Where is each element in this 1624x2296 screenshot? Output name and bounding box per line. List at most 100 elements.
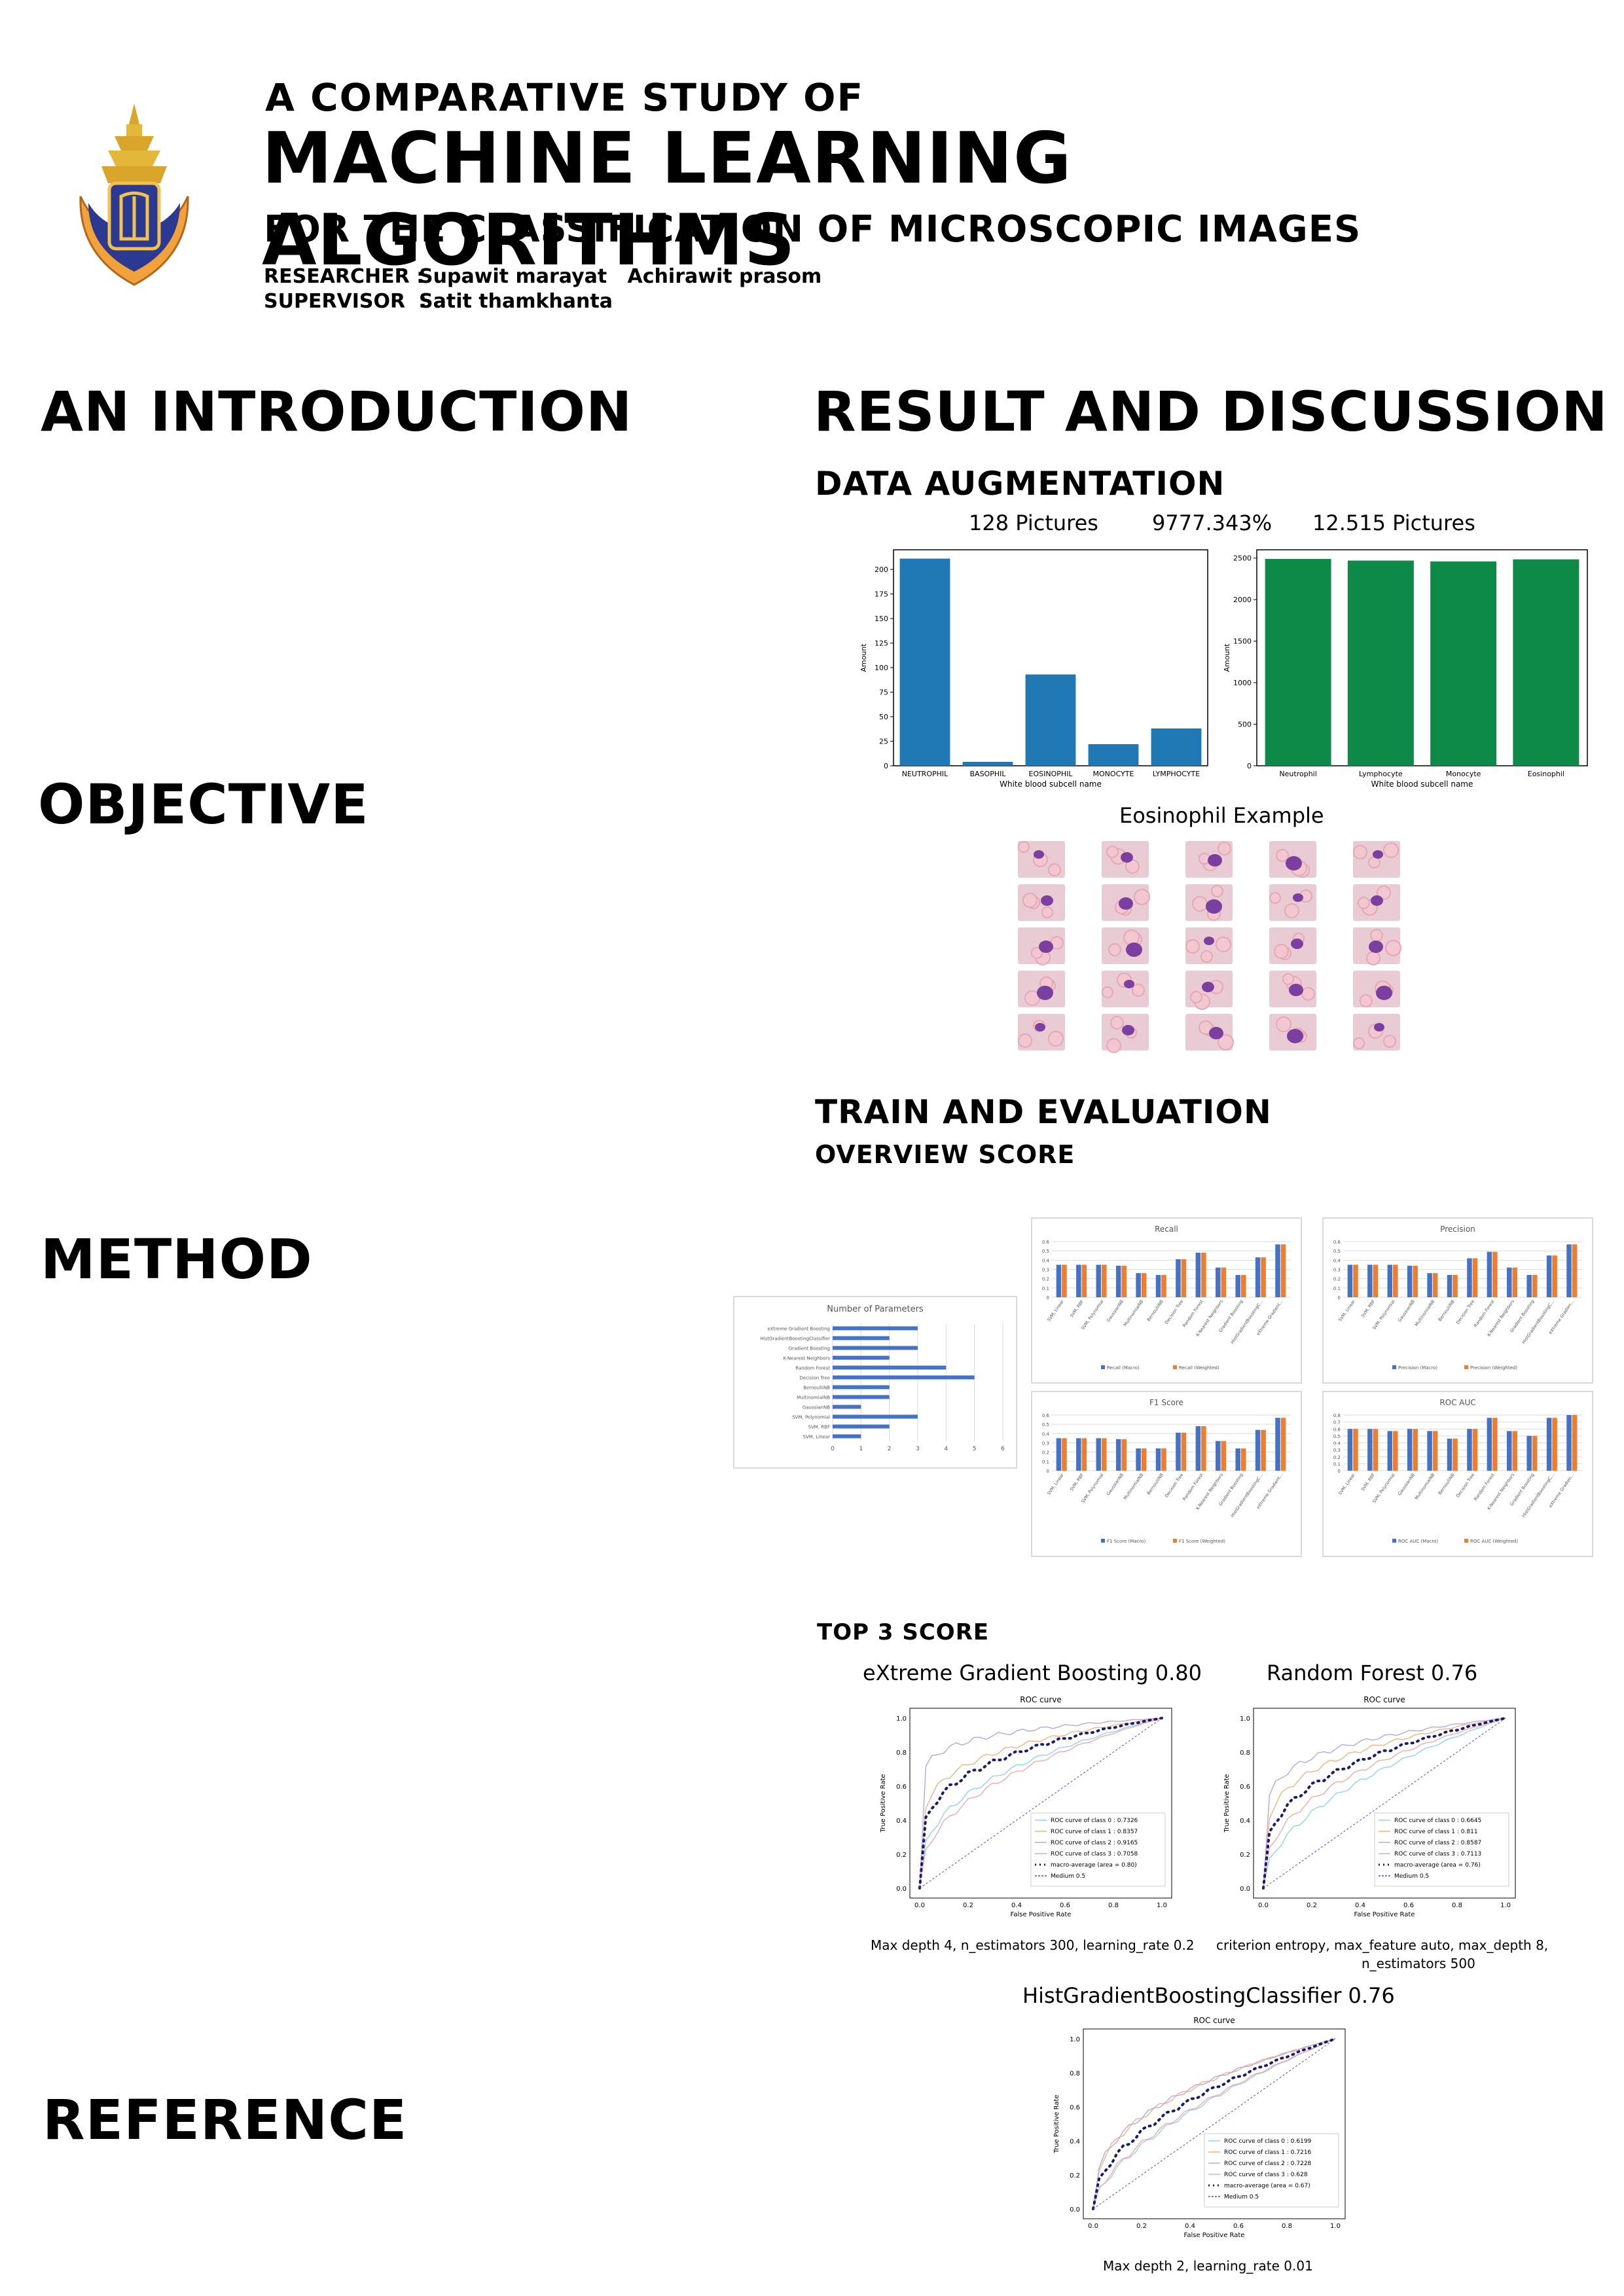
y-tick-label: 0.6 bbox=[896, 1784, 907, 1791]
f1-chart-box: F1 Score 0 0.1 0.2 0.3 0.4 0.5 0.6 SVM, Linear SV… bbox=[1031, 1391, 1302, 1557]
legend-swatch bbox=[1101, 1365, 1105, 1369]
red-blood-cell bbox=[1211, 885, 1223, 897]
bar bbox=[1526, 1275, 1532, 1297]
y-tick-label: 0.2 bbox=[1042, 1450, 1049, 1456]
cell-nucleus bbox=[1119, 897, 1133, 910]
macro-average-curve bbox=[1262, 1717, 1507, 1890]
bar bbox=[1492, 1251, 1498, 1297]
y-tick-label: 0.8 bbox=[1333, 1413, 1341, 1418]
category-label: GaussianNB bbox=[803, 1405, 830, 1410]
roc-curve-class-2 bbox=[919, 1717, 1163, 1889]
bar bbox=[1155, 1275, 1161, 1297]
macro-average-curve bbox=[1092, 2037, 1337, 2210]
eosinophil-sample bbox=[1018, 971, 1065, 1007]
bar bbox=[1102, 1438, 1107, 1471]
eosinophil-sample bbox=[1018, 884, 1065, 921]
y-tick-label: 1500 bbox=[1233, 637, 1252, 646]
y-tick-label: 0 bbox=[1047, 1295, 1049, 1300]
y-tick-label: 2500 bbox=[1233, 554, 1252, 563]
legend-label: ROC curve of class 2 : 0.7228 bbox=[1224, 2161, 1312, 2167]
bar bbox=[1121, 1265, 1127, 1297]
bar bbox=[1367, 1265, 1373, 1297]
bar bbox=[1056, 1438, 1062, 1471]
plot-frame bbox=[909, 1708, 1172, 1899]
y-tick-label: 0.1 bbox=[1333, 1462, 1341, 1467]
bar bbox=[1566, 1415, 1572, 1471]
roc-curve-class-0 bbox=[1263, 1717, 1506, 1889]
red-blood-cell bbox=[1185, 939, 1200, 954]
bar bbox=[1216, 1267, 1221, 1297]
y-tick-label: 0.3 bbox=[1042, 1268, 1049, 1273]
cell-nucleus bbox=[1291, 939, 1303, 949]
bar bbox=[1487, 1418, 1492, 1471]
y-tick-label: 0.6 bbox=[1333, 1427, 1341, 1432]
researcher-names: Supawit marayat Achirawit prasom bbox=[419, 265, 822, 288]
plot-frame bbox=[1256, 549, 1588, 766]
eosinophil-sample bbox=[1185, 971, 1233, 1010]
category-label: HistGradientBoostingClassifier bbox=[760, 1336, 830, 1342]
eosinophil-sample bbox=[1102, 841, 1149, 878]
category-label: eXtreme Gradient Boosting bbox=[767, 1327, 830, 1332]
bar bbox=[1141, 1448, 1147, 1471]
result-heading: RESULT AND DISCUSSION bbox=[814, 380, 1608, 444]
x-tick-label: 0.6 bbox=[1060, 1902, 1070, 1909]
x-tick-label: MultinomialNB bbox=[1123, 1473, 1145, 1501]
parameters-chart-box: Number of Parameters 0 1 2 3 4 5 6 eXtreme Gradi… bbox=[733, 1296, 1017, 1469]
category-label: Gradient Boosting bbox=[789, 1346, 830, 1352]
roc-curve-class-0 bbox=[919, 1717, 1163, 1889]
plot-frame bbox=[1253, 1708, 1516, 1899]
bar bbox=[1181, 1259, 1187, 1297]
x-axis-label: White blood subcell name bbox=[1371, 780, 1473, 789]
eosinophil-sample bbox=[1185, 1014, 1234, 1050]
y-tick-label: 1000 bbox=[1233, 679, 1252, 687]
y-tick-label: 175 bbox=[875, 590, 888, 599]
x-tick-label: 0.0 bbox=[914, 1902, 925, 1909]
cell-nucleus bbox=[1124, 980, 1134, 988]
bar bbox=[1115, 1265, 1121, 1297]
cell-nucleus bbox=[1208, 854, 1222, 867]
bar bbox=[1353, 1265, 1358, 1297]
red-blood-cell bbox=[1216, 937, 1231, 952]
bar bbox=[1453, 1439, 1458, 1471]
method-heading: METHOD bbox=[41, 1227, 313, 1291]
red-blood-cell bbox=[1132, 984, 1145, 997]
x-tick-label: BASOPHIL bbox=[970, 770, 1007, 778]
bar bbox=[1552, 1255, 1557, 1297]
eosinophil-sample bbox=[1353, 971, 1400, 1007]
bar bbox=[1102, 1265, 1107, 1297]
cell-nucleus bbox=[1126, 942, 1142, 957]
bar bbox=[1512, 1267, 1518, 1297]
x-tick-label: 0.2 bbox=[963, 1902, 973, 1909]
bar bbox=[1427, 1273, 1432, 1297]
supervisor-label: SUPERVISOR : bbox=[264, 290, 427, 313]
eosinophil-sample bbox=[1269, 1014, 1316, 1050]
eosinophil-sample bbox=[1269, 841, 1316, 878]
y-tick-label: 0.4 bbox=[1042, 1258, 1050, 1263]
bar bbox=[1201, 1253, 1206, 1297]
x-tick-label: SVM, RBF bbox=[1069, 1299, 1085, 1318]
bar bbox=[1280, 1418, 1286, 1471]
legend-label: macro-average (area = 0.67) bbox=[1224, 2183, 1310, 2189]
category-label: Decision Tree bbox=[799, 1376, 830, 1381]
y-tick-label: 0.5 bbox=[1042, 1249, 1049, 1254]
x-tick-label: 0.4 bbox=[1355, 1902, 1365, 1909]
eosinophil-sample bbox=[1018, 927, 1065, 965]
x-tick-label: SVM, Polynomial bbox=[1080, 1299, 1104, 1331]
red-blood-cell bbox=[1190, 991, 1202, 1003]
x-tick-label: Decision Tree bbox=[1164, 1473, 1184, 1499]
x-tick-label: SVM, Polynomial bbox=[1371, 1299, 1396, 1331]
red-blood-cell bbox=[1022, 893, 1038, 908]
bar bbox=[1413, 1429, 1418, 1471]
eosinophil-sample bbox=[1353, 1014, 1400, 1050]
bar bbox=[1076, 1438, 1081, 1471]
bar bbox=[1526, 1435, 1532, 1471]
y-tick-label: 0.6 bbox=[1333, 1240, 1341, 1245]
param-bar bbox=[833, 1326, 918, 1331]
red-blood-cell bbox=[1125, 859, 1140, 874]
bar bbox=[1176, 1259, 1181, 1297]
chart-title: Recall bbox=[1155, 1225, 1178, 1234]
legend-label: ROC curve of class 1 : 0.811 bbox=[1394, 1829, 1478, 1835]
y-tick-label: 0.4 bbox=[896, 1818, 907, 1825]
bar bbox=[1136, 1273, 1141, 1297]
